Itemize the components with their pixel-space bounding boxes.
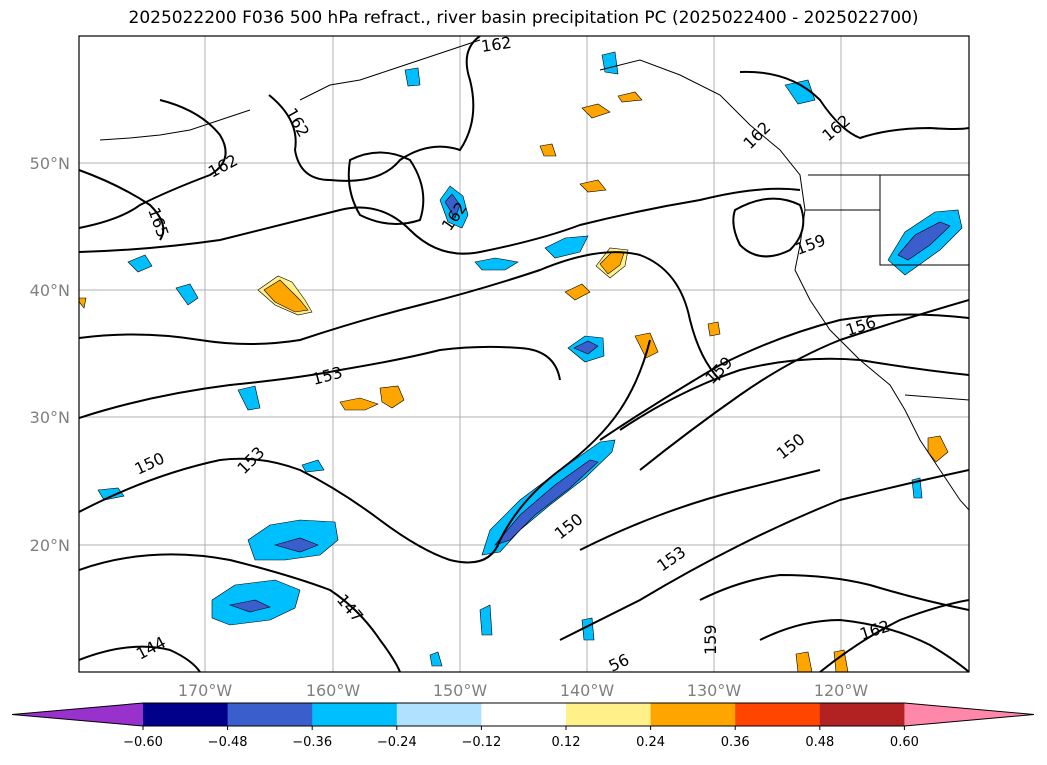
colorbar: −0.60 −0.48 −0.36 −0.24 −0.12 0.12 0.24 0.36 0.4… — [11, 702, 1035, 750]
contour-162-east — [739, 70, 969, 140]
contour-162-north — [268, 36, 481, 182]
colorbar-tick-label: 0.24 — [636, 735, 665, 750]
lon-label-170w: 170°W — [178, 681, 233, 700]
colorbar-segment — [312, 703, 398, 726]
lon-label-140w: 140°W — [560, 681, 615, 700]
precip-negative-area — [127, 254, 153, 273]
contour-156 — [79, 251, 721, 381]
colorbar-tick-label: −0.24 — [377, 735, 417, 750]
map-frame — [78, 35, 970, 673]
colorbar-segment — [735, 703, 821, 726]
lat-label-20n: 20°N — [30, 536, 70, 555]
contour-159-b — [639, 299, 969, 471]
lon-label-150w: 150°W — [433, 681, 488, 700]
contour-162-west — [79, 99, 227, 229]
coastline — [99, 39, 969, 511]
precip-positive-area — [579, 179, 607, 193]
colorbar-segment — [819, 703, 905, 726]
contour-label: 162 — [480, 33, 513, 56]
colorbar-segment — [481, 703, 567, 726]
precip-negative-area — [228, 599, 271, 613]
precip-negative-area — [494, 459, 599, 546]
contour-153-b — [559, 469, 969, 641]
contour-147 — [79, 553, 401, 672]
precip-positive-area — [581, 103, 611, 119]
colorbar-tick-label: −0.48 — [208, 735, 248, 750]
precip-positive-area — [927, 435, 949, 463]
precip-negative-area — [479, 604, 493, 636]
precip-negative-area — [175, 283, 199, 306]
contour-153 — [79, 345, 561, 419]
contour-165 — [79, 169, 165, 241]
contour-156-b — [599, 313, 969, 441]
contour-s2 — [699, 573, 969, 611]
lon-label-160w: 160°W — [306, 681, 361, 700]
precip-blobs — [79, 51, 963, 672]
precip-negative-area — [404, 67, 421, 87]
lat-label-50n: 50°N — [30, 154, 70, 173]
precip-positive-area — [564, 283, 591, 301]
colorbar-tick-label: −0.12 — [461, 735, 501, 750]
colorbar-tick-label: −0.36 — [292, 735, 332, 750]
precip-positive-area — [617, 91, 643, 103]
map-title: 2025022200 F036 500 hPa refract., river … — [128, 8, 919, 28]
contour-ring-2 — [347, 151, 425, 225]
contour-s3 — [759, 618, 969, 672]
colorbar-segment — [566, 703, 652, 726]
map-plot-area — [79, 36, 969, 672]
precip-negative-area — [444, 193, 461, 219]
contour-s1 — [579, 469, 821, 551]
colorbar-extend-low — [12, 703, 143, 726]
precip-positive-area — [707, 321, 721, 337]
precip-positive-area — [79, 297, 87, 309]
longitude-labels: 170°W 160°W 150°W 140°W 130°W 120°W — [178, 681, 869, 700]
contour-150-west — [79, 339, 651, 564]
precip-positive-area — [795, 651, 813, 672]
colorbar-extend-high — [904, 703, 1034, 726]
precip-negative-area — [897, 221, 951, 261]
colorbar-tick-label: 0.48 — [805, 735, 834, 750]
contour-ring-1 — [732, 197, 805, 258]
precip-negative-area — [237, 385, 261, 411]
contour-144 — [79, 645, 201, 672]
precip-negative-area — [544, 235, 589, 259]
lat-label-30n: 30°N — [30, 408, 70, 427]
precip-negative-area — [429, 651, 443, 667]
precip-negative-area — [474, 257, 519, 271]
contour-lines — [79, 36, 969, 672]
colorbar-tick-label: 0.12 — [552, 735, 581, 750]
precip-positive-area — [833, 649, 849, 672]
lon-label-120w: 120°W — [814, 681, 869, 700]
contour-162-south — [819, 599, 969, 672]
colorbar-segment — [143, 703, 229, 726]
graticule — [79, 36, 969, 672]
contour-159 — [79, 187, 801, 255]
precip-negative-area — [784, 79, 816, 105]
lat-label-40n: 40°N — [30, 281, 70, 300]
colorbar-tick-label: −0.60 — [123, 735, 163, 750]
colorbar-segment — [650, 703, 736, 726]
precip-positive-area — [634, 332, 659, 359]
precip-negative-area — [97, 487, 125, 501]
precip-positive-area — [539, 143, 557, 157]
colorbar-segment — [227, 703, 313, 726]
precip-negative-area — [273, 537, 319, 553]
precip-positive-area — [339, 397, 379, 411]
lon-label-130w: 130°W — [687, 681, 742, 700]
colorbar-tick-label: 0.60 — [890, 735, 919, 750]
precip-negative-area — [573, 340, 599, 355]
precip-positive-area — [599, 251, 625, 275]
contour-label: 159 — [701, 624, 720, 655]
precip-positive-area — [379, 385, 405, 409]
precip-negative-area — [301, 459, 325, 473]
colorbar-segment — [396, 703, 482, 726]
colorbar-tick-label: 0.36 — [721, 735, 750, 750]
precip-positive-area — [263, 279, 309, 313]
latitude-labels: 50°N 40°N 30°N 20°N — [30, 154, 70, 555]
